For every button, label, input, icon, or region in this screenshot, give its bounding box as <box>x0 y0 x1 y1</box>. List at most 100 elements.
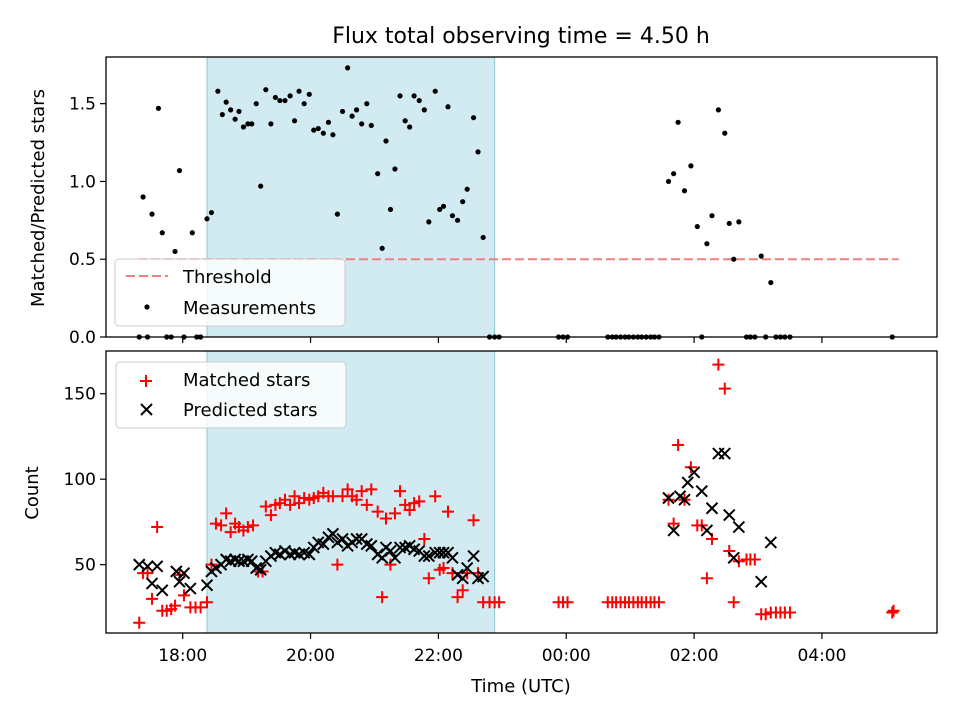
measurement-points <box>136 65 895 340</box>
predicted-star-point <box>476 570 490 583</box>
predicted-star-point <box>303 548 316 561</box>
measurement-point <box>330 132 336 138</box>
matched-star-point <box>241 521 254 534</box>
matched-star-point <box>662 493 675 506</box>
matched-star-point <box>209 517 222 530</box>
measurement-point <box>383 138 389 144</box>
measurement-point <box>315 125 321 132</box>
matched-star-point <box>672 439 685 451</box>
predicted-star-point <box>705 502 719 515</box>
measurement-point <box>470 115 477 121</box>
matched-star-point <box>886 606 899 619</box>
count-panel-frame <box>105 350 938 634</box>
measurement-point <box>287 93 293 99</box>
matched-star-point <box>151 521 164 534</box>
matched-star-point <box>224 526 237 539</box>
measurement-point <box>437 206 443 213</box>
measurement-point <box>277 97 283 104</box>
matched-star-point <box>169 599 182 612</box>
count-x-tick-label: 02:00 <box>670 646 719 666</box>
x-axis-label: Time (UTC) <box>470 676 571 697</box>
predicted-star-point <box>141 560 154 573</box>
matched-star-point <box>371 505 384 518</box>
predicted-star-point <box>695 484 708 498</box>
measurement-point <box>694 223 700 230</box>
predicted-star-point <box>764 536 778 549</box>
predicted-star-point <box>388 551 402 565</box>
measurement-point <box>387 206 394 213</box>
measurement-point <box>228 107 234 113</box>
measurement-point <box>219 111 225 118</box>
predicted-star-point <box>384 544 397 558</box>
measurement-point <box>204 216 210 222</box>
matched-star-point <box>394 485 407 498</box>
matched-star-point <box>278 493 291 506</box>
predicted-star-point <box>375 551 389 565</box>
predicted-star-point <box>456 572 469 585</box>
measurement-point <box>758 253 764 259</box>
count-y-tick-label: 100 <box>64 470 96 490</box>
measurement-point <box>263 87 269 93</box>
count-x-tick-label: 20:00 <box>286 646 335 666</box>
measurement-point <box>320 130 326 136</box>
predicted-star-point <box>365 539 378 553</box>
measurement-point <box>416 97 422 104</box>
measurement-point <box>736 219 742 225</box>
matched-star-point <box>441 505 454 518</box>
ratio-y-axis: 0.0 0.5 1.0 1.5 <box>69 95 106 348</box>
ratio-legend: Threshold Measurements <box>114 258 346 327</box>
measurement-point <box>296 88 302 94</box>
measurement-point <box>426 219 432 225</box>
matched-star-point <box>718 382 731 395</box>
matched-star-point <box>712 358 725 371</box>
ratio-panel-frame <box>105 56 938 338</box>
predicted-star-point <box>460 561 474 575</box>
measurement-point <box>334 211 341 217</box>
measurement-point <box>411 93 417 99</box>
measurement-point <box>681 188 688 194</box>
matched-star-point <box>727 596 740 609</box>
measurement-point <box>726 220 732 227</box>
predicted-star-point <box>150 560 164 573</box>
count-y-tick-label: 150 <box>64 385 96 405</box>
matched-star-point <box>376 591 389 604</box>
matched-star-point <box>288 490 301 503</box>
measurement-point <box>345 65 351 71</box>
matched-star-point <box>418 533 431 545</box>
matched-star-point <box>422 572 435 585</box>
predicted-star-point <box>200 578 214 592</box>
matched-legend-label: Matched stars <box>183 370 310 391</box>
predicted-star-point <box>662 491 675 505</box>
predicted-star-point <box>317 537 330 551</box>
matched-star-point <box>388 507 401 520</box>
matched-star-point <box>652 596 665 609</box>
measurement-point <box>364 101 370 107</box>
matched-star-point <box>783 606 796 619</box>
measurement-point <box>268 121 274 127</box>
matched-star-point <box>723 544 736 557</box>
matched-star-point <box>451 591 464 604</box>
measurement-point <box>731 256 737 262</box>
predicted-star-point <box>254 563 267 576</box>
predicted-star-point <box>156 584 169 597</box>
matched-star-point <box>887 604 900 617</box>
predicted-star-point <box>422 549 436 563</box>
matched-star-point <box>293 497 306 510</box>
measurement-point <box>311 127 317 133</box>
measurement-point <box>454 217 461 223</box>
ratio-y-tick-label: 0.0 <box>69 328 96 348</box>
predicted-star-point <box>718 447 731 460</box>
matched-star-point <box>350 493 363 506</box>
matched-star-point <box>379 512 392 525</box>
matched-star-point <box>284 498 297 511</box>
measurement-point <box>325 119 332 125</box>
matched-star-point <box>360 498 373 511</box>
matched-star-point <box>365 483 378 496</box>
measurement-point <box>172 248 178 255</box>
predicted-star-point <box>326 527 340 541</box>
ratio-y-tick-label: 1.5 <box>69 95 96 115</box>
matched-star-point <box>331 558 344 571</box>
predicted-star-point <box>755 575 768 588</box>
matched-star-point <box>200 596 213 609</box>
